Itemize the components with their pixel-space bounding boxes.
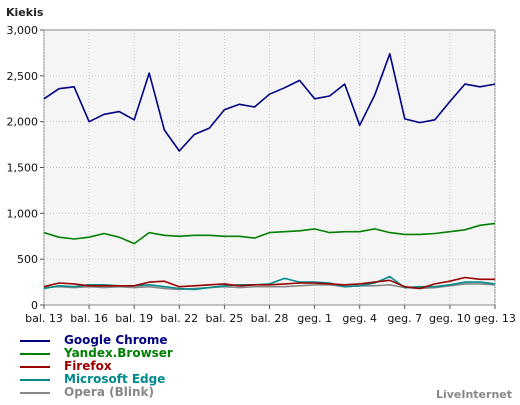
brand-logo-text: LiveInternet <box>435 388 512 401</box>
x-tick-label: geg. 13 <box>474 312 516 325</box>
x-tick-label: bal. 22 <box>160 312 198 325</box>
series-line-google-chrome <box>43 52 496 152</box>
legend-label: Yandex.Browser <box>64 346 173 360</box>
legend-swatch <box>20 391 50 394</box>
series-line-yandex-browser <box>43 222 496 245</box>
legend: Google Chrome Yandex.Browser Firefox Micros… <box>20 334 173 399</box>
y-tick-label: 0 <box>31 299 38 312</box>
y-axis: 0 500 1,000 1,500 2,000 2,500 3,000 <box>7 24 44 312</box>
legend-swatch <box>20 378 50 381</box>
y-tick-label: 1,500 <box>7 162 39 175</box>
legend-swatch <box>20 352 50 355</box>
x-tick-label: bal. 28 <box>251 312 289 325</box>
legend-label: Firefox <box>64 359 112 373</box>
y-tick-label: 500 <box>17 253 38 266</box>
legend-item: Opera (Blink) <box>20 386 173 399</box>
x-tick-label: bal. 13 <box>25 312 63 325</box>
x-tick-label: geg. 4 <box>342 312 377 325</box>
x-tick-label: bal. 19 <box>115 312 153 325</box>
x-tick-label: geg. 10 <box>429 312 471 325</box>
x-tick-label: bal. 16 <box>70 312 108 325</box>
x-tick-label: bal. 25 <box>206 312 244 325</box>
x-tick-label: geg. 7 <box>387 312 422 325</box>
y-axis-title: Kiekis <box>6 6 44 19</box>
series-line-firefox <box>43 276 495 290</box>
series-lines <box>43 52 496 291</box>
legend-swatch <box>20 365 50 368</box>
legend-item: Firefox <box>20 360 173 373</box>
y-tick-label: 2,000 <box>7 116 39 129</box>
y-tick-label: 2,500 <box>7 70 39 83</box>
legend-label: Opera (Blink) <box>64 385 154 399</box>
legend-swatch <box>20 339 50 342</box>
legend-item: Microsoft Edge <box>20 373 173 386</box>
x-tick-label: geg. 1 <box>297 312 332 325</box>
legend-item: Yandex.Browser <box>20 347 173 360</box>
legend-item: Google Chrome <box>20 334 173 347</box>
x-axis: bal. 13 bal. 16 bal. 19 bal. 22 bal. 25 bal. … <box>25 305 516 325</box>
legend-label: Google Chrome <box>64 333 168 347</box>
y-tick-label: 3,000 <box>7 24 39 37</box>
legend-label: Microsoft Edge <box>64 372 166 386</box>
y-tick-label: 1,000 <box>7 207 39 220</box>
